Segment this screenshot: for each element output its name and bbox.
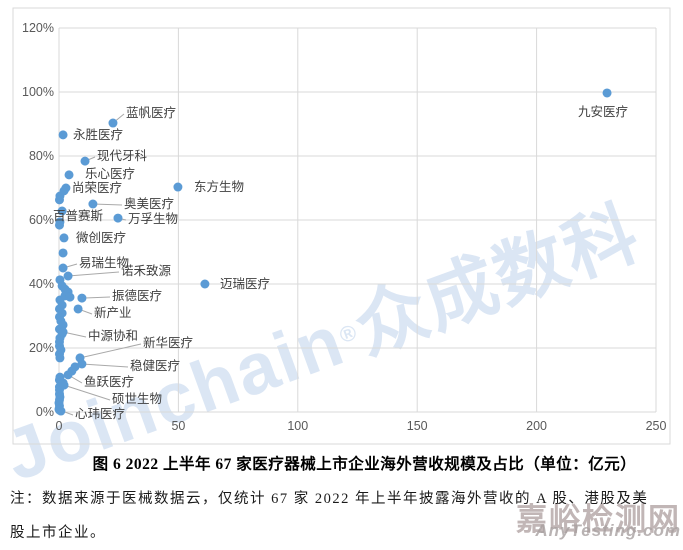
y-tick-label: 20% xyxy=(28,341,54,355)
point-label-新产业: 新产业 xyxy=(94,306,132,320)
data-point xyxy=(54,220,64,230)
x-tick-label: 150 xyxy=(406,419,428,433)
point-label-现代牙科: 现代牙科 xyxy=(97,149,148,163)
point-label-万孚生物: 万孚生物 xyxy=(128,212,179,226)
y-tick-label: 80% xyxy=(28,149,54,163)
data-point-鱼跃医疗 xyxy=(63,370,73,380)
point-label-九安医疗: 九安医疗 xyxy=(578,105,629,119)
data-point-心玮医疗 xyxy=(54,405,64,415)
point-label-稳健医疗: 稳健医疗 xyxy=(130,359,181,373)
point-label-百普赛斯: 百普赛斯 xyxy=(53,209,104,223)
data-point-蓝帆医疗 xyxy=(108,118,118,128)
point-label-新华医疗: 新华医疗 xyxy=(143,336,194,350)
y-tick-label: 0% xyxy=(35,405,54,419)
data-point-九安医疗 xyxy=(602,88,612,98)
point-label-蓝帆医疗: 蓝帆医疗 xyxy=(126,106,177,120)
data-point-振德医疗 xyxy=(77,293,87,303)
point-label-乐心医疗: 乐心医疗 xyxy=(85,167,136,181)
x-tick-label: 50 xyxy=(171,419,186,433)
x-tick-label: 200 xyxy=(526,419,548,433)
leader-line xyxy=(63,384,111,401)
data-point-稳健医疗 xyxy=(77,359,87,369)
data-point-微创医疗 xyxy=(59,233,69,243)
data-point xyxy=(55,353,65,363)
point-label-迈瑞医疗: 迈瑞医疗 xyxy=(220,277,271,291)
x-tick-label: 100 xyxy=(287,419,309,433)
leader-line xyxy=(68,271,120,277)
point-label-永胜医疗: 永胜医疗 xyxy=(73,128,124,142)
data-point-奥美医疗 xyxy=(88,199,98,209)
data-point-中源协和 xyxy=(58,327,68,337)
data-point-迈瑞医疗 xyxy=(200,279,210,289)
point-label-中源协和: 中源协和 xyxy=(88,329,139,343)
data-point-永胜医疗 xyxy=(58,130,68,140)
x-tick-label: 250 xyxy=(645,419,667,433)
data-point xyxy=(58,248,68,258)
data-point-万孚生物 xyxy=(113,213,123,223)
leader-line xyxy=(92,203,123,206)
x-tick-label: 0 xyxy=(55,419,63,433)
data-point xyxy=(65,292,75,302)
figure-note-line1: 注：数据来源于医械数据云，仅统计 67 家 2022 年上半年披露海外营收的 A… xyxy=(10,491,649,507)
anytesting-watermark-en: AnyTesting.com xyxy=(535,521,681,540)
point-label-微创医疗: 微创医疗 xyxy=(76,231,127,245)
point-label-奥美医疗: 奥美医疗 xyxy=(124,197,175,211)
point-label-鱼跃医疗: 鱼跃医疗 xyxy=(84,375,135,389)
y-tick-label: 40% xyxy=(28,277,54,291)
chart-border xyxy=(12,7,671,445)
point-label-振德医疗: 振德医疗 xyxy=(112,289,163,303)
y-tick-label: 100% xyxy=(22,85,54,99)
figure-note-line2: 股上市企业。 xyxy=(10,525,106,541)
point-label-尚荣医疗: 尚荣医疗 xyxy=(72,181,123,195)
data-point-乐心医疗 xyxy=(64,170,74,180)
data-point-硕世生物 xyxy=(59,380,69,390)
point-label-硕世生物: 硕世生物 xyxy=(112,392,163,406)
data-point-百普赛斯 xyxy=(57,206,67,216)
data-point-新产业 xyxy=(73,304,83,314)
data-point xyxy=(54,195,64,205)
point-label-诺禾致源: 诺禾致源 xyxy=(121,264,172,278)
leader-line xyxy=(81,296,111,299)
figure-caption: 图 6 2022 上半年 67 家医疗器械上市企业海外营收规模及占比（单位：亿元… xyxy=(92,456,637,473)
point-label-易瑞生物: 易瑞生物 xyxy=(79,256,130,270)
anytesting-watermark-cn: 嘉峪检测网 xyxy=(516,502,681,537)
leader-line xyxy=(81,363,129,368)
data-point-易瑞生物 xyxy=(58,263,68,273)
leader-line xyxy=(79,343,142,359)
data-point-东方生物 xyxy=(173,182,183,192)
data-point-诺禾致源 xyxy=(63,271,73,281)
point-label-心玮医疗: 心玮医疗 xyxy=(75,407,126,421)
y-tick-label: 60% xyxy=(28,213,54,227)
data-point-现代牙科 xyxy=(80,156,90,166)
y-tick-label: 120% xyxy=(22,21,54,35)
data-point-尚荣医疗 xyxy=(59,186,69,196)
point-label-东方生物: 东方生物 xyxy=(194,180,245,194)
